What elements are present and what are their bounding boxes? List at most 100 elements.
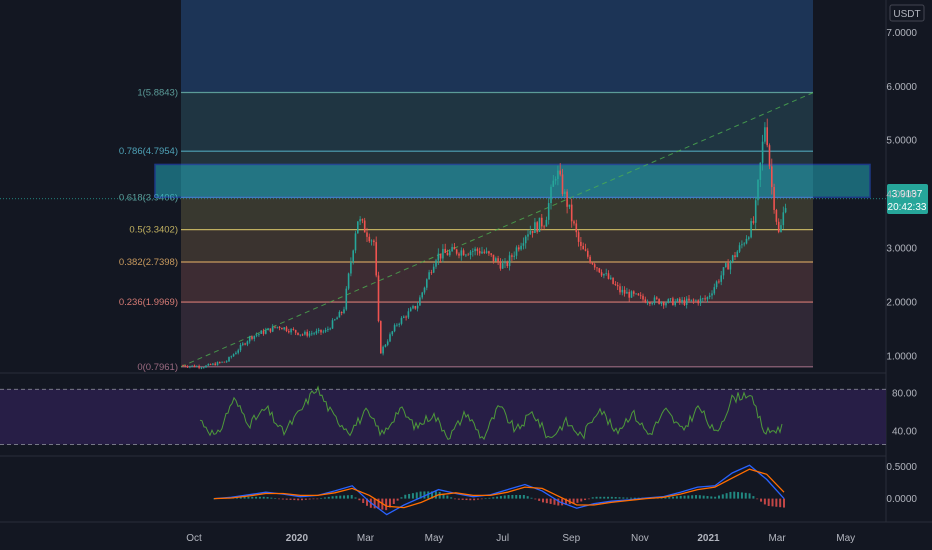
macd-hist-bar-77: [507, 495, 510, 499]
candle-body-163: [557, 170, 559, 180]
candle-body-29: [248, 336, 251, 342]
macd-hist-bar-11: [255, 496, 258, 499]
macd-hist-bar-109: [629, 497, 632, 499]
rsi-line: [199, 385, 783, 441]
candle-body-74: [352, 250, 354, 262]
candle-body-108: [430, 272, 433, 274]
candle-body-116: [449, 251, 451, 256]
candle-body-236: [725, 263, 727, 268]
macd-hist-bar-10: [251, 496, 254, 499]
candle-body-58: [315, 331, 318, 334]
candle-body-117: [451, 247, 453, 252]
candle-body-247: [750, 221, 752, 238]
candle-body-2: [186, 366, 189, 368]
candle-body-144: [513, 255, 515, 257]
candle-body-238: [729, 261, 732, 270]
candle-body-69: [340, 311, 343, 314]
macd-hist-bar-45: [385, 498, 388, 511]
fib-label-0.786: 0.786(4.7954): [119, 146, 178, 157]
candle-body-50: [297, 332, 299, 335]
price-badge-value: 3.9137: [892, 189, 923, 200]
macd-hist-bar-64: [457, 498, 460, 500]
macd-hist-bar-52: [411, 493, 414, 499]
macd-hist-bar-128: [702, 495, 705, 499]
rsi-band-fill: [0, 389, 886, 445]
candle-body-37: [267, 328, 269, 331]
candle-body-91: [391, 331, 394, 335]
candle-body-174: [582, 245, 584, 250]
macd-tick-1: 0.0000: [886, 494, 917, 505]
candle-body-54: [306, 331, 308, 336]
candle-body-191: [621, 289, 624, 293]
candle-body-168: [568, 204, 571, 207]
candle-body-166: [564, 191, 566, 195]
candle-body-68: [338, 311, 341, 318]
price-tick-2: 5.0000: [886, 136, 917, 147]
candle-body-1: [184, 365, 187, 367]
candle-body-130: [481, 251, 483, 254]
candle-body-180: [596, 267, 598, 269]
macd-hist-bar-71: [484, 498, 487, 500]
candle-body-124: [467, 254, 469, 256]
macd-hist-bar-26: [312, 498, 315, 500]
candle-body-25: [239, 344, 242, 351]
macd-hist-bar-68: [473, 498, 476, 501]
x-tick-9: May: [836, 533, 855, 544]
candle-body-200: [642, 295, 644, 300]
candle-body-9: [202, 367, 205, 369]
macd-hist-bar-121: [675, 496, 678, 499]
macd-hist-bar-9: [247, 496, 250, 499]
candle-body-251: [759, 162, 762, 180]
candle-body-134: [490, 253, 492, 255]
candle-body-129: [478, 251, 481, 254]
candle-body-249: [754, 200, 757, 223]
candle-body-175: [584, 249, 587, 251]
candle-body-7: [198, 366, 200, 368]
candle-body-154: [536, 222, 538, 232]
candle-body-5: [193, 365, 196, 367]
macd-hist-bar-60: [442, 493, 445, 499]
candle-body-254: [766, 127, 768, 146]
macd-hist-bar-47: [392, 498, 395, 505]
macd-hist-bar-23: [300, 498, 303, 501]
candle-body-35: [262, 330, 265, 334]
candle-body-165: [561, 174, 564, 195]
macd-hist-bar-149: [783, 498, 785, 508]
candle-body-88: [384, 344, 387, 347]
x-tick-3: May: [425, 533, 444, 544]
candle-body-161: [552, 180, 555, 187]
candle-body-243: [741, 244, 743, 246]
candle-body-34: [260, 330, 262, 334]
candle-body-153: [534, 222, 536, 233]
macd-hist-bar-70: [480, 498, 483, 500]
candle-body-170: [573, 221, 575, 224]
candle-body-39: [271, 326, 274, 332]
macd-hist-bar-142: [756, 498, 759, 500]
macd-hist-bar-31: [331, 496, 334, 499]
macd-hist-bar-119: [668, 497, 671, 499]
candle-body-128: [476, 248, 479, 252]
macd-hist-bar-58: [434, 491, 437, 499]
macd-hist-bar-127: [698, 495, 701, 499]
candle-body-87: [382, 346, 384, 354]
candle-body-197: [635, 293, 637, 295]
fib-label-0.382: 0.382(2.7398): [119, 257, 178, 268]
candle-body-43: [281, 328, 283, 330]
candle-body-84: [375, 242, 377, 276]
candle-body-261: [782, 212, 785, 226]
macd-hist-bar-54: [419, 491, 422, 499]
candle-body-207: [658, 298, 660, 304]
macd-hist-bar-132: [717, 495, 720, 499]
macd-hist-bar-72: [488, 497, 491, 499]
candle-body-217: [681, 299, 683, 302]
candle-body-106: [426, 279, 428, 288]
candle-body-227: [704, 298, 706, 300]
macd-hist-bar-38: [358, 498, 361, 501]
candle-body-92: [393, 325, 396, 332]
macd-hist-bar-18: [281, 498, 284, 500]
candle-body-192: [623, 289, 626, 294]
candle-body-196: [633, 291, 635, 294]
macd-hist-bar-84: [534, 498, 537, 500]
candle-body-60: [320, 329, 322, 333]
